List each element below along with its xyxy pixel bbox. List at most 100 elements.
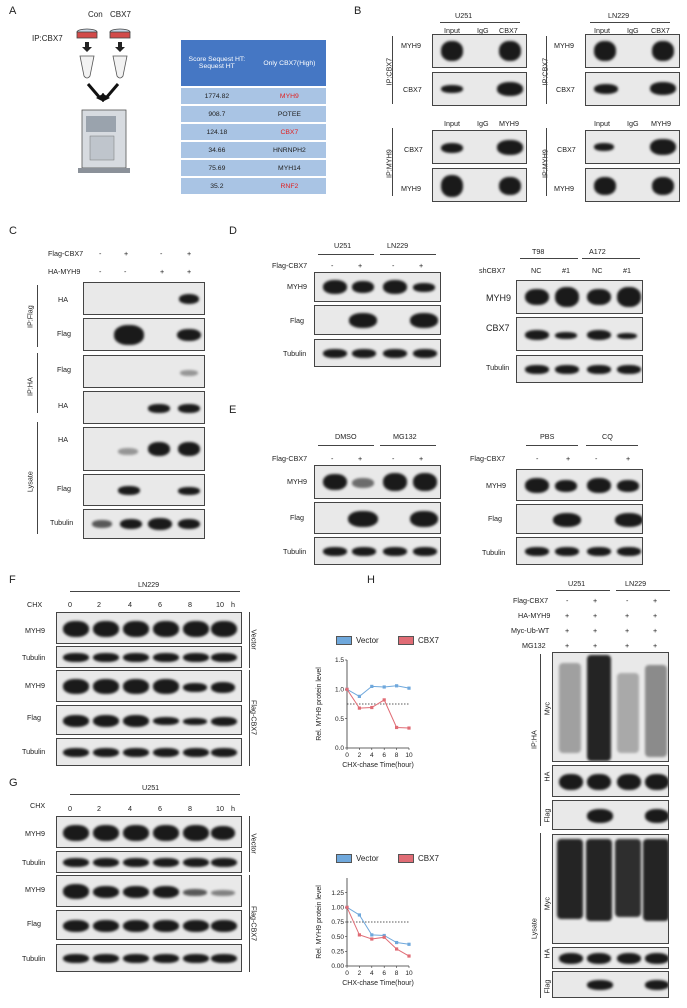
sign: - [99, 267, 102, 276]
data-point [370, 705, 374, 710]
blot-d-tubulin [314, 339, 441, 367]
ha-myh9-label: HA-MYH9 [48, 267, 81, 276]
cbx7-label: CBX7 [110, 10, 131, 19]
protein-cell: POTEE [252, 106, 326, 122]
row-label: MYH9 [25, 681, 45, 690]
lane-label: MYH9 [499, 119, 519, 128]
lane-label: IgG [627, 26, 639, 35]
protein-cell: HNRNPH2 [252, 142, 326, 158]
x-tick-label: 6 [382, 970, 386, 977]
b-u251-label: U251 [455, 11, 473, 20]
x-tick-label: 2 [358, 970, 362, 977]
blot-g-vector-myh9 [56, 816, 242, 848]
sign: - [392, 261, 395, 270]
sign: - [566, 596, 569, 605]
panel-label-a: A [9, 5, 17, 17]
data-point [357, 933, 361, 937]
treatment-row-label: HA-MYH9 [518, 611, 551, 620]
row-label: CBX7 [556, 85, 575, 94]
lane-label: Input [594, 119, 610, 128]
lysate-side-label: Lysate [25, 471, 35, 493]
cell-label: A172 [589, 247, 606, 256]
treatment-label: CQ [602, 432, 613, 441]
cell-label: T98 [532, 247, 545, 256]
sign: + [625, 626, 630, 635]
flag-cbx7-label: Flag-CBX7 [470, 454, 506, 463]
sign: + [187, 267, 192, 276]
row-label: Tubulin [283, 547, 307, 556]
sign: + [358, 261, 363, 270]
blot-e-flag [314, 502, 441, 534]
row-label: Flag [290, 316, 304, 325]
con-label: Con [88, 10, 103, 19]
bracket [392, 36, 393, 104]
row-label: Tubulin [22, 858, 46, 867]
blot-e-cq-tubulin [516, 537, 643, 565]
y-tick-label: 1.25 [331, 890, 344, 897]
row-label: MYH9 [287, 477, 307, 486]
row-label: Tubulin [486, 363, 510, 372]
lane-label: NC [592, 266, 603, 275]
bracket [37, 353, 38, 413]
bracket [37, 422, 38, 534]
flag-cbx7-label: Flag-CBX7 [272, 261, 308, 270]
blot-f-vector-myh9 [56, 612, 242, 644]
data-point [357, 913, 361, 917]
blot-d-sh-myh9 [516, 280, 643, 314]
y-tick-label: 0.5 [335, 716, 344, 723]
ip-ha-side-label: IP:HA [529, 730, 539, 749]
row-label: MYH9 [554, 41, 574, 50]
x-axis-label: CHX-chase Time(hour) [342, 980, 414, 987]
row-label: Tubulin [22, 954, 46, 963]
x-tick-label: 2 [358, 752, 362, 759]
divider [380, 445, 436, 446]
row-label: CBX7 [403, 85, 422, 94]
hour-unit: h [231, 600, 235, 609]
score-cell: 908.7 [181, 106, 253, 122]
divider [616, 590, 670, 591]
sign: + [653, 596, 658, 605]
blot-b-ln229-cbx7 [585, 72, 680, 106]
x-tick-label: 0 [345, 752, 349, 759]
sign: + [419, 454, 424, 463]
row-label: MYH9 [401, 184, 421, 193]
row-label: Flag [57, 365, 71, 374]
row-label: Tubulin [283, 349, 307, 358]
blot-h-lysate-myc [552, 834, 669, 944]
data-point [357, 706, 361, 710]
lysate-side-label: Lysate [529, 918, 539, 940]
time-label: 4 [128, 600, 132, 609]
series-line [346, 689, 410, 729]
time-label: 10 [216, 804, 224, 813]
bracket [249, 670, 250, 766]
panel-label-e: E [229, 404, 237, 416]
blot-b-u251-myh9 [432, 34, 527, 68]
row-label: Flag [57, 484, 71, 493]
treatment-row-label: Myc-Ub-WT [511, 626, 550, 635]
row-label: HA [542, 948, 552, 959]
panel-label-c: C [9, 225, 17, 237]
bracket [37, 285, 38, 347]
panel-label-f: F [9, 574, 16, 586]
row-label: Flag [290, 513, 304, 522]
time-label: 6 [158, 600, 162, 609]
bracket [392, 128, 393, 196]
sign: + [653, 641, 658, 650]
down-arrow-icon [82, 42, 125, 52]
chart-f: 0 2 4 6 8 10 0.0 0.5 1.0 1.5 CHX-chase Time(hour) R… [316, 657, 414, 769]
x-tick-label: 0 [345, 970, 349, 977]
data-point [407, 726, 411, 730]
flag-cbx7-label: Flag-CBX7 [272, 454, 308, 463]
sign: + [565, 626, 570, 635]
data-point [395, 725, 399, 730]
bracket [540, 654, 541, 826]
sign: + [565, 611, 570, 620]
data-point [407, 942, 411, 946]
x-tick-label: 4 [370, 970, 374, 977]
score-cell: 34.66 [181, 142, 253, 158]
petri-dish-icon [76, 28, 131, 39]
table-row: 124.18 CBX7 [181, 124, 326, 140]
score-cell: 1774.82 [181, 88, 253, 104]
y-tick-label: 0.0 [335, 745, 344, 752]
lane-label: #1 [623, 266, 631, 275]
